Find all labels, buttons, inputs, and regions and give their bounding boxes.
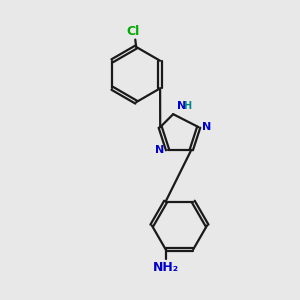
Text: Cl: Cl — [127, 25, 140, 38]
Text: N: N — [154, 145, 164, 155]
Text: NH₂: NH₂ — [153, 261, 179, 274]
Text: N: N — [177, 100, 186, 110]
Text: N: N — [202, 122, 211, 132]
Text: H: H — [183, 101, 191, 111]
